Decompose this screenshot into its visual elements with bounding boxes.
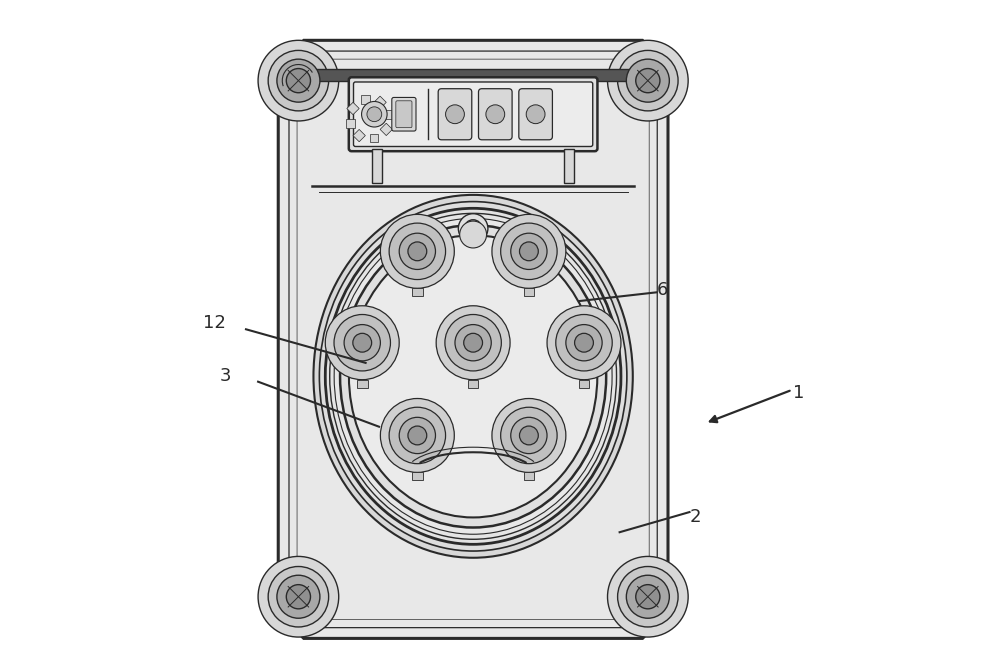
Text: 1: 1	[793, 384, 805, 402]
Circle shape	[268, 566, 329, 627]
Circle shape	[519, 426, 538, 445]
Bar	[346, 119, 355, 128]
Ellipse shape	[334, 218, 612, 534]
Bar	[380, 123, 392, 136]
Circle shape	[464, 220, 482, 237]
FancyBboxPatch shape	[349, 77, 597, 151]
FancyBboxPatch shape	[392, 97, 416, 131]
Circle shape	[608, 556, 688, 637]
Circle shape	[408, 426, 427, 445]
FancyBboxPatch shape	[396, 101, 412, 128]
Circle shape	[556, 314, 612, 371]
Circle shape	[566, 325, 602, 361]
Circle shape	[325, 306, 399, 380]
Text: 6: 6	[657, 282, 668, 299]
Circle shape	[575, 333, 593, 352]
Text: 12: 12	[203, 314, 226, 331]
Ellipse shape	[330, 214, 617, 539]
Bar	[370, 134, 378, 142]
Circle shape	[399, 417, 435, 454]
Bar	[347, 102, 359, 115]
Circle shape	[511, 233, 547, 269]
Bar	[357, 380, 368, 388]
Ellipse shape	[313, 195, 633, 558]
Circle shape	[380, 214, 454, 288]
Bar	[524, 288, 534, 296]
Circle shape	[636, 69, 660, 93]
Circle shape	[277, 575, 320, 618]
Circle shape	[380, 398, 454, 472]
Circle shape	[511, 417, 547, 454]
Circle shape	[277, 59, 320, 102]
Circle shape	[258, 556, 339, 637]
Circle shape	[608, 40, 688, 121]
Bar	[292, 69, 655, 81]
Circle shape	[501, 223, 557, 280]
Circle shape	[389, 223, 446, 280]
Circle shape	[286, 69, 310, 93]
Polygon shape	[278, 40, 668, 638]
Bar	[468, 380, 478, 388]
FancyBboxPatch shape	[354, 82, 593, 146]
Circle shape	[286, 585, 310, 609]
Ellipse shape	[340, 225, 606, 528]
Circle shape	[492, 398, 566, 472]
Ellipse shape	[325, 208, 621, 544]
Ellipse shape	[349, 235, 597, 517]
Circle shape	[362, 101, 387, 127]
Circle shape	[353, 333, 372, 352]
Circle shape	[389, 407, 446, 464]
Bar	[361, 95, 370, 104]
Circle shape	[618, 566, 678, 627]
Circle shape	[492, 214, 566, 288]
FancyBboxPatch shape	[519, 89, 552, 140]
Circle shape	[458, 214, 488, 243]
Bar	[384, 110, 393, 119]
FancyBboxPatch shape	[478, 89, 512, 140]
Circle shape	[268, 50, 329, 111]
Circle shape	[436, 306, 510, 380]
Ellipse shape	[319, 202, 627, 551]
Bar	[412, 472, 423, 480]
Circle shape	[399, 233, 435, 269]
Circle shape	[486, 105, 505, 124]
Circle shape	[408, 242, 427, 261]
Bar	[524, 472, 534, 480]
Circle shape	[519, 242, 538, 261]
Circle shape	[626, 59, 669, 102]
Circle shape	[464, 333, 483, 352]
Bar	[579, 380, 589, 388]
Circle shape	[526, 105, 545, 124]
Bar	[374, 96, 386, 108]
Circle shape	[334, 314, 390, 371]
Bar	[412, 288, 423, 296]
Bar	[564, 149, 574, 183]
Circle shape	[445, 314, 501, 371]
Circle shape	[455, 325, 491, 361]
FancyBboxPatch shape	[438, 89, 472, 140]
Circle shape	[547, 306, 621, 380]
Circle shape	[636, 585, 660, 609]
Circle shape	[367, 107, 382, 122]
Bar	[353, 130, 365, 142]
Circle shape	[618, 50, 678, 111]
Circle shape	[501, 407, 557, 464]
Text: 2: 2	[689, 509, 701, 526]
Bar	[372, 149, 382, 183]
Circle shape	[460, 221, 487, 248]
Circle shape	[258, 40, 339, 121]
Circle shape	[626, 575, 669, 618]
Text: 3: 3	[220, 368, 232, 385]
Circle shape	[344, 325, 380, 361]
Circle shape	[446, 105, 464, 124]
